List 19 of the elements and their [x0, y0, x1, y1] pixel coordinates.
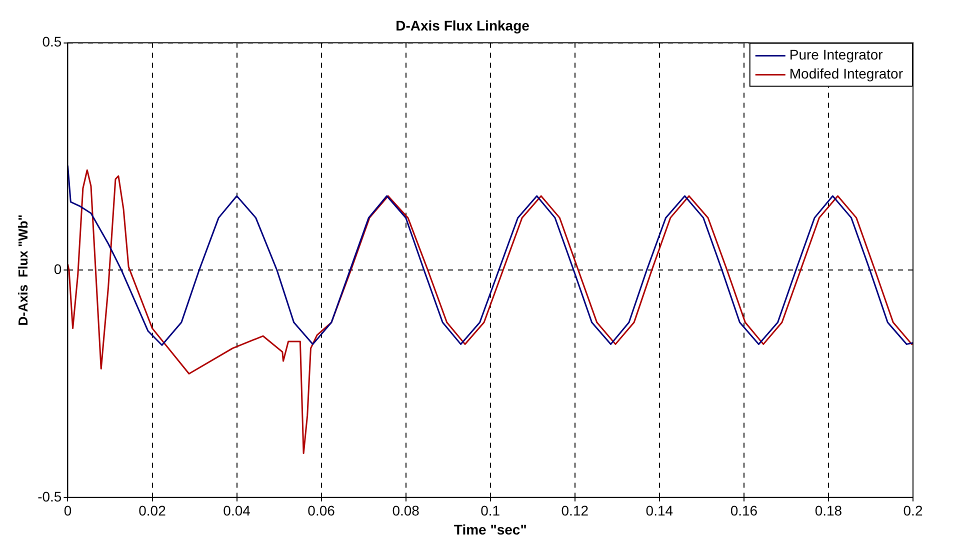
x-tick-label: 0.18	[814, 502, 842, 519]
y-axis-title: D-Axis Flux "Wb"	[15, 214, 30, 326]
x-tick-label: 0.08	[392, 502, 420, 519]
x-tick-label: 0.14	[646, 502, 674, 519]
x-tick-label: 0.06	[308, 502, 336, 519]
x-axis-title: Time "sec"	[454, 521, 527, 538]
chart-title: D-Axis Flux Linkage	[396, 17, 530, 34]
legend-label: Pure Integrator	[789, 46, 884, 63]
legend-label: Modifed Integrator	[789, 66, 904, 82]
x-tick-label: 0.1	[480, 502, 500, 519]
y-tick-label: -0.5	[38, 488, 62, 504]
x-tick-label: 0.02	[138, 502, 166, 519]
x-tick-label: 0.12	[561, 502, 589, 519]
x-tick-label: 0.04	[223, 502, 251, 519]
x-tick-label: 0.16	[730, 502, 758, 519]
x-tick-label: 0	[64, 502, 72, 519]
x-tick-label: 0.2	[903, 502, 923, 519]
y-tick-label: 0.5	[42, 34, 62, 50]
y-tick-label: 0	[54, 260, 62, 277]
